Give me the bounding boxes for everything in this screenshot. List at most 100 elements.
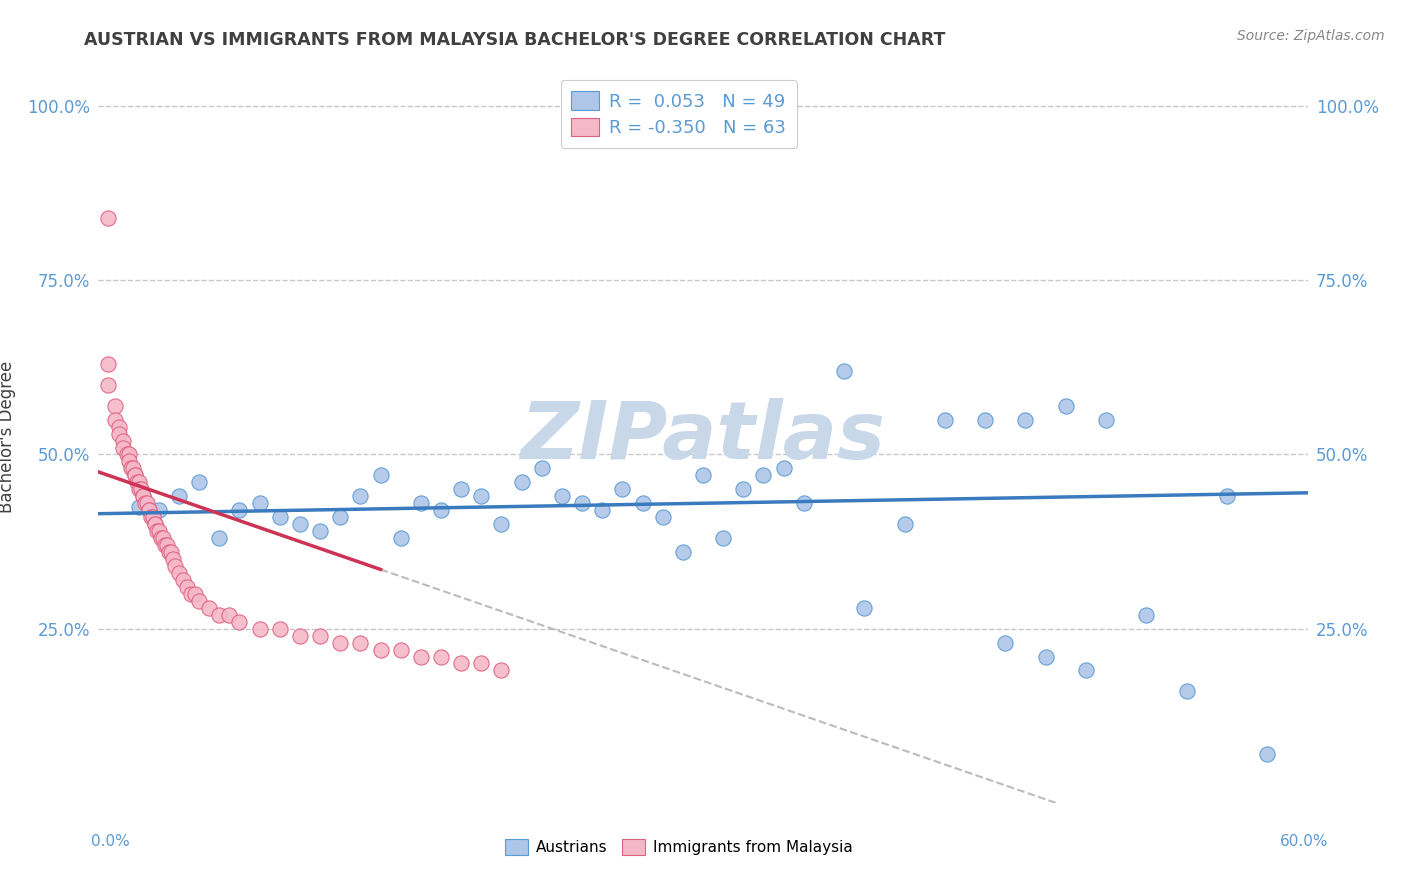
Text: ZIPatlas: ZIPatlas — [520, 398, 886, 476]
Point — [1175, 684, 1198, 698]
Point — [208, 607, 231, 622]
Point — [612, 483, 634, 497]
Point — [129, 483, 152, 497]
Point — [631, 496, 654, 510]
Y-axis label: Bachelor's Degree: Bachelor's Degree — [0, 361, 15, 513]
Point — [672, 545, 695, 559]
Point — [752, 468, 775, 483]
Point — [430, 503, 453, 517]
Point — [470, 657, 492, 671]
Point — [893, 517, 915, 532]
Point — [389, 642, 412, 657]
Point — [128, 475, 150, 490]
Text: AUSTRIAN VS IMMIGRANTS FROM MALAYSIA BACHELOR'S DEGREE CORRELATION CHART: AUSTRIAN VS IMMIGRANTS FROM MALAYSIA BAC… — [84, 31, 946, 49]
Point — [450, 483, 472, 497]
Point — [934, 412, 956, 426]
Point — [111, 434, 134, 448]
Point — [148, 524, 170, 538]
Point — [491, 664, 513, 678]
Point — [153, 538, 176, 552]
Point — [370, 642, 392, 657]
Point — [97, 377, 120, 392]
Point — [470, 489, 492, 503]
Point — [184, 587, 207, 601]
Point — [1074, 664, 1097, 678]
Point — [692, 468, 714, 483]
Point — [149, 531, 172, 545]
Point — [309, 629, 332, 643]
Point — [349, 635, 371, 649]
Point — [309, 524, 332, 538]
Point — [132, 489, 155, 503]
Text: 0.0%: 0.0% — [91, 834, 131, 848]
Point — [1135, 607, 1157, 622]
Point — [349, 489, 371, 503]
Point — [148, 503, 170, 517]
Point — [134, 496, 156, 510]
Point — [1054, 399, 1077, 413]
Legend: Austrians, Immigrants from Malaysia: Austrians, Immigrants from Malaysia — [499, 833, 859, 861]
Point — [142, 510, 165, 524]
Text: Source: ZipAtlas.com: Source: ZipAtlas.com — [1237, 29, 1385, 43]
Point — [228, 503, 250, 517]
Point — [591, 503, 613, 517]
Point — [269, 622, 291, 636]
Point — [832, 364, 855, 378]
Point — [162, 552, 184, 566]
Point — [125, 475, 148, 490]
Point — [111, 441, 134, 455]
Point — [450, 657, 472, 671]
Point — [188, 475, 211, 490]
Point — [288, 517, 311, 532]
Point — [97, 357, 120, 371]
Point — [139, 510, 162, 524]
Point — [97, 211, 120, 225]
Point — [135, 496, 157, 510]
Point — [118, 454, 141, 468]
Text: 60.0%: 60.0% — [1281, 834, 1329, 848]
Point — [530, 461, 553, 475]
Point — [176, 580, 198, 594]
Point — [711, 531, 734, 545]
Point — [118, 448, 141, 462]
Point — [167, 566, 190, 580]
Point — [793, 496, 815, 510]
Point — [115, 448, 138, 462]
Point — [571, 496, 593, 510]
Point — [1095, 412, 1118, 426]
Point — [120, 461, 142, 475]
Point — [128, 500, 150, 514]
Point — [132, 489, 155, 503]
Point — [389, 531, 412, 545]
Point — [218, 607, 240, 622]
Point — [180, 587, 202, 601]
Point — [163, 558, 186, 573]
Point — [430, 649, 453, 664]
Point — [409, 496, 432, 510]
Point — [146, 524, 169, 538]
Point — [733, 483, 755, 497]
Point — [329, 635, 352, 649]
Point — [152, 531, 174, 545]
Point — [974, 412, 997, 426]
Point — [124, 468, 146, 483]
Point — [288, 629, 311, 643]
Point — [157, 545, 180, 559]
Point — [138, 503, 160, 517]
Point — [551, 489, 574, 503]
Point — [772, 461, 794, 475]
Point — [121, 461, 143, 475]
Point — [103, 399, 125, 413]
Point — [167, 489, 190, 503]
Point — [172, 573, 194, 587]
Point — [510, 475, 533, 490]
Point — [1256, 747, 1278, 761]
Point — [160, 545, 183, 559]
Point — [1216, 489, 1239, 503]
Point — [107, 419, 129, 434]
Point — [107, 426, 129, 441]
Point — [208, 531, 231, 545]
Point — [249, 622, 271, 636]
Point — [1014, 412, 1036, 426]
Point — [128, 483, 150, 497]
